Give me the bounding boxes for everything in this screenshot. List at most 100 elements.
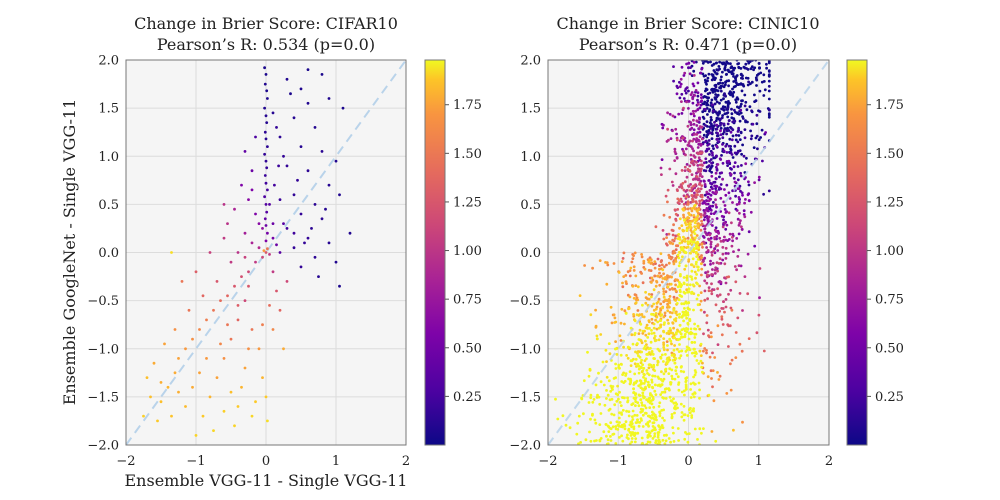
right-data-point: [621, 257, 625, 260]
right-data-point: [676, 285, 680, 289]
left-data-point: [264, 395, 268, 399]
right-data-point: [689, 396, 693, 399]
right-data-point: [647, 319, 651, 322]
right-data-point: [576, 421, 580, 425]
right-data-point: [680, 100, 683, 103]
right-data-point: [705, 321, 709, 325]
left-colorbar-tick-label: 1.00: [453, 244, 482, 259]
right-data-point: [692, 69, 696, 73]
right-data-point: [609, 439, 613, 442]
y-axis-label: Ensemble GoogleNet - Single VGG-11: [60, 99, 79, 406]
right-data-point: [674, 357, 678, 360]
left-data-point: [240, 385, 243, 389]
right-data-point: [609, 435, 612, 438]
right-data-point: [715, 123, 719, 127]
right-data-point: [711, 144, 715, 148]
right-data-point: [652, 302, 656, 306]
right-data-point: [755, 78, 759, 82]
right-data-point: [693, 221, 697, 225]
right-data-point: [730, 138, 734, 142]
right-data-point: [705, 314, 709, 317]
right-data-point: [691, 82, 695, 86]
right-data-point: [666, 348, 669, 352]
right-data-point: [758, 89, 762, 93]
right-data-point: [689, 123, 693, 127]
right-data-point: [615, 399, 619, 403]
right-data-point: [685, 288, 689, 292]
left-y-tick-label: 1.5: [98, 102, 119, 117]
right-data-point: [690, 290, 694, 294]
right-data-point: [674, 401, 678, 405]
left-data-point: [222, 236, 226, 240]
right-data-point: [711, 109, 715, 113]
right-data-point: [708, 108, 712, 112]
right-data-point: [685, 86, 689, 89]
left-data-point: [177, 357, 180, 360]
right-data-point: [721, 161, 725, 165]
right-data-point: [680, 112, 684, 115]
right-data-point: [652, 331, 656, 335]
right-data-point: [640, 313, 644, 316]
right-data-point: [717, 65, 721, 68]
right-data-point: [646, 414, 650, 418]
right-data-point: [721, 246, 725, 249]
right-data-point: [666, 285, 670, 289]
right-data-point: [702, 161, 706, 165]
right-data-point: [673, 361, 677, 365]
right-data-point: [679, 139, 682, 143]
right-data-point: [632, 254, 635, 257]
right-data-point: [715, 168, 719, 172]
right-data-point: [682, 319, 685, 323]
right-data-point: [753, 244, 757, 248]
right-data-point: [679, 273, 682, 276]
left-data-point: [212, 308, 215, 312]
right-data-point: [659, 302, 663, 306]
right-data-point: [678, 330, 682, 334]
left-data-point: [292, 231, 296, 235]
right-data-point: [677, 112, 681, 116]
right-data-point: [577, 414, 581, 418]
right-data-point: [678, 241, 682, 245]
right-data-point: [583, 264, 586, 267]
right-data-point: [688, 283, 692, 287]
right-data-point: [690, 186, 694, 190]
right-data-point: [658, 383, 661, 387]
right-data-point: [707, 139, 711, 142]
right-data-point: [698, 106, 702, 110]
right-data-point: [698, 284, 701, 288]
right-data-point: [683, 89, 687, 92]
right-data-point: [653, 274, 657, 278]
right-data-point: [595, 334, 599, 338]
right-data-point: [653, 413, 657, 417]
right-data-point: [682, 150, 685, 153]
right-data-point: [685, 188, 689, 192]
right-data-point: [680, 200, 684, 203]
right-data-point: [680, 328, 684, 332]
right-data-point: [666, 309, 670, 313]
right-points: [554, 60, 771, 445]
right-data-point: [736, 111, 739, 115]
right-data-point: [627, 427, 631, 431]
right-data-point: [732, 75, 735, 78]
right-data-point: [644, 333, 648, 337]
right-data-point: [694, 332, 698, 336]
right-data-point: [683, 393, 686, 397]
right-data-point: [755, 122, 759, 126]
left-data-point: [327, 241, 331, 245]
right-data-point: [723, 112, 727, 116]
right-data-point: [650, 329, 653, 332]
right-data-point: [692, 149, 695, 153]
right-data-point: [729, 70, 732, 74]
right-data-point: [642, 261, 646, 265]
right-data-point: [743, 275, 747, 278]
right-data-point: [740, 228, 744, 231]
left-data-point: [264, 239, 268, 243]
left-data-point: [254, 260, 257, 264]
left-data-point: [257, 347, 261, 351]
right-data-point: [602, 430, 606, 434]
right-data-point: [662, 123, 665, 127]
right-data-point: [747, 199, 751, 203]
right-data-point: [636, 285, 640, 289]
right-data-point: [754, 76, 758, 80]
right-data-point: [634, 284, 638, 287]
